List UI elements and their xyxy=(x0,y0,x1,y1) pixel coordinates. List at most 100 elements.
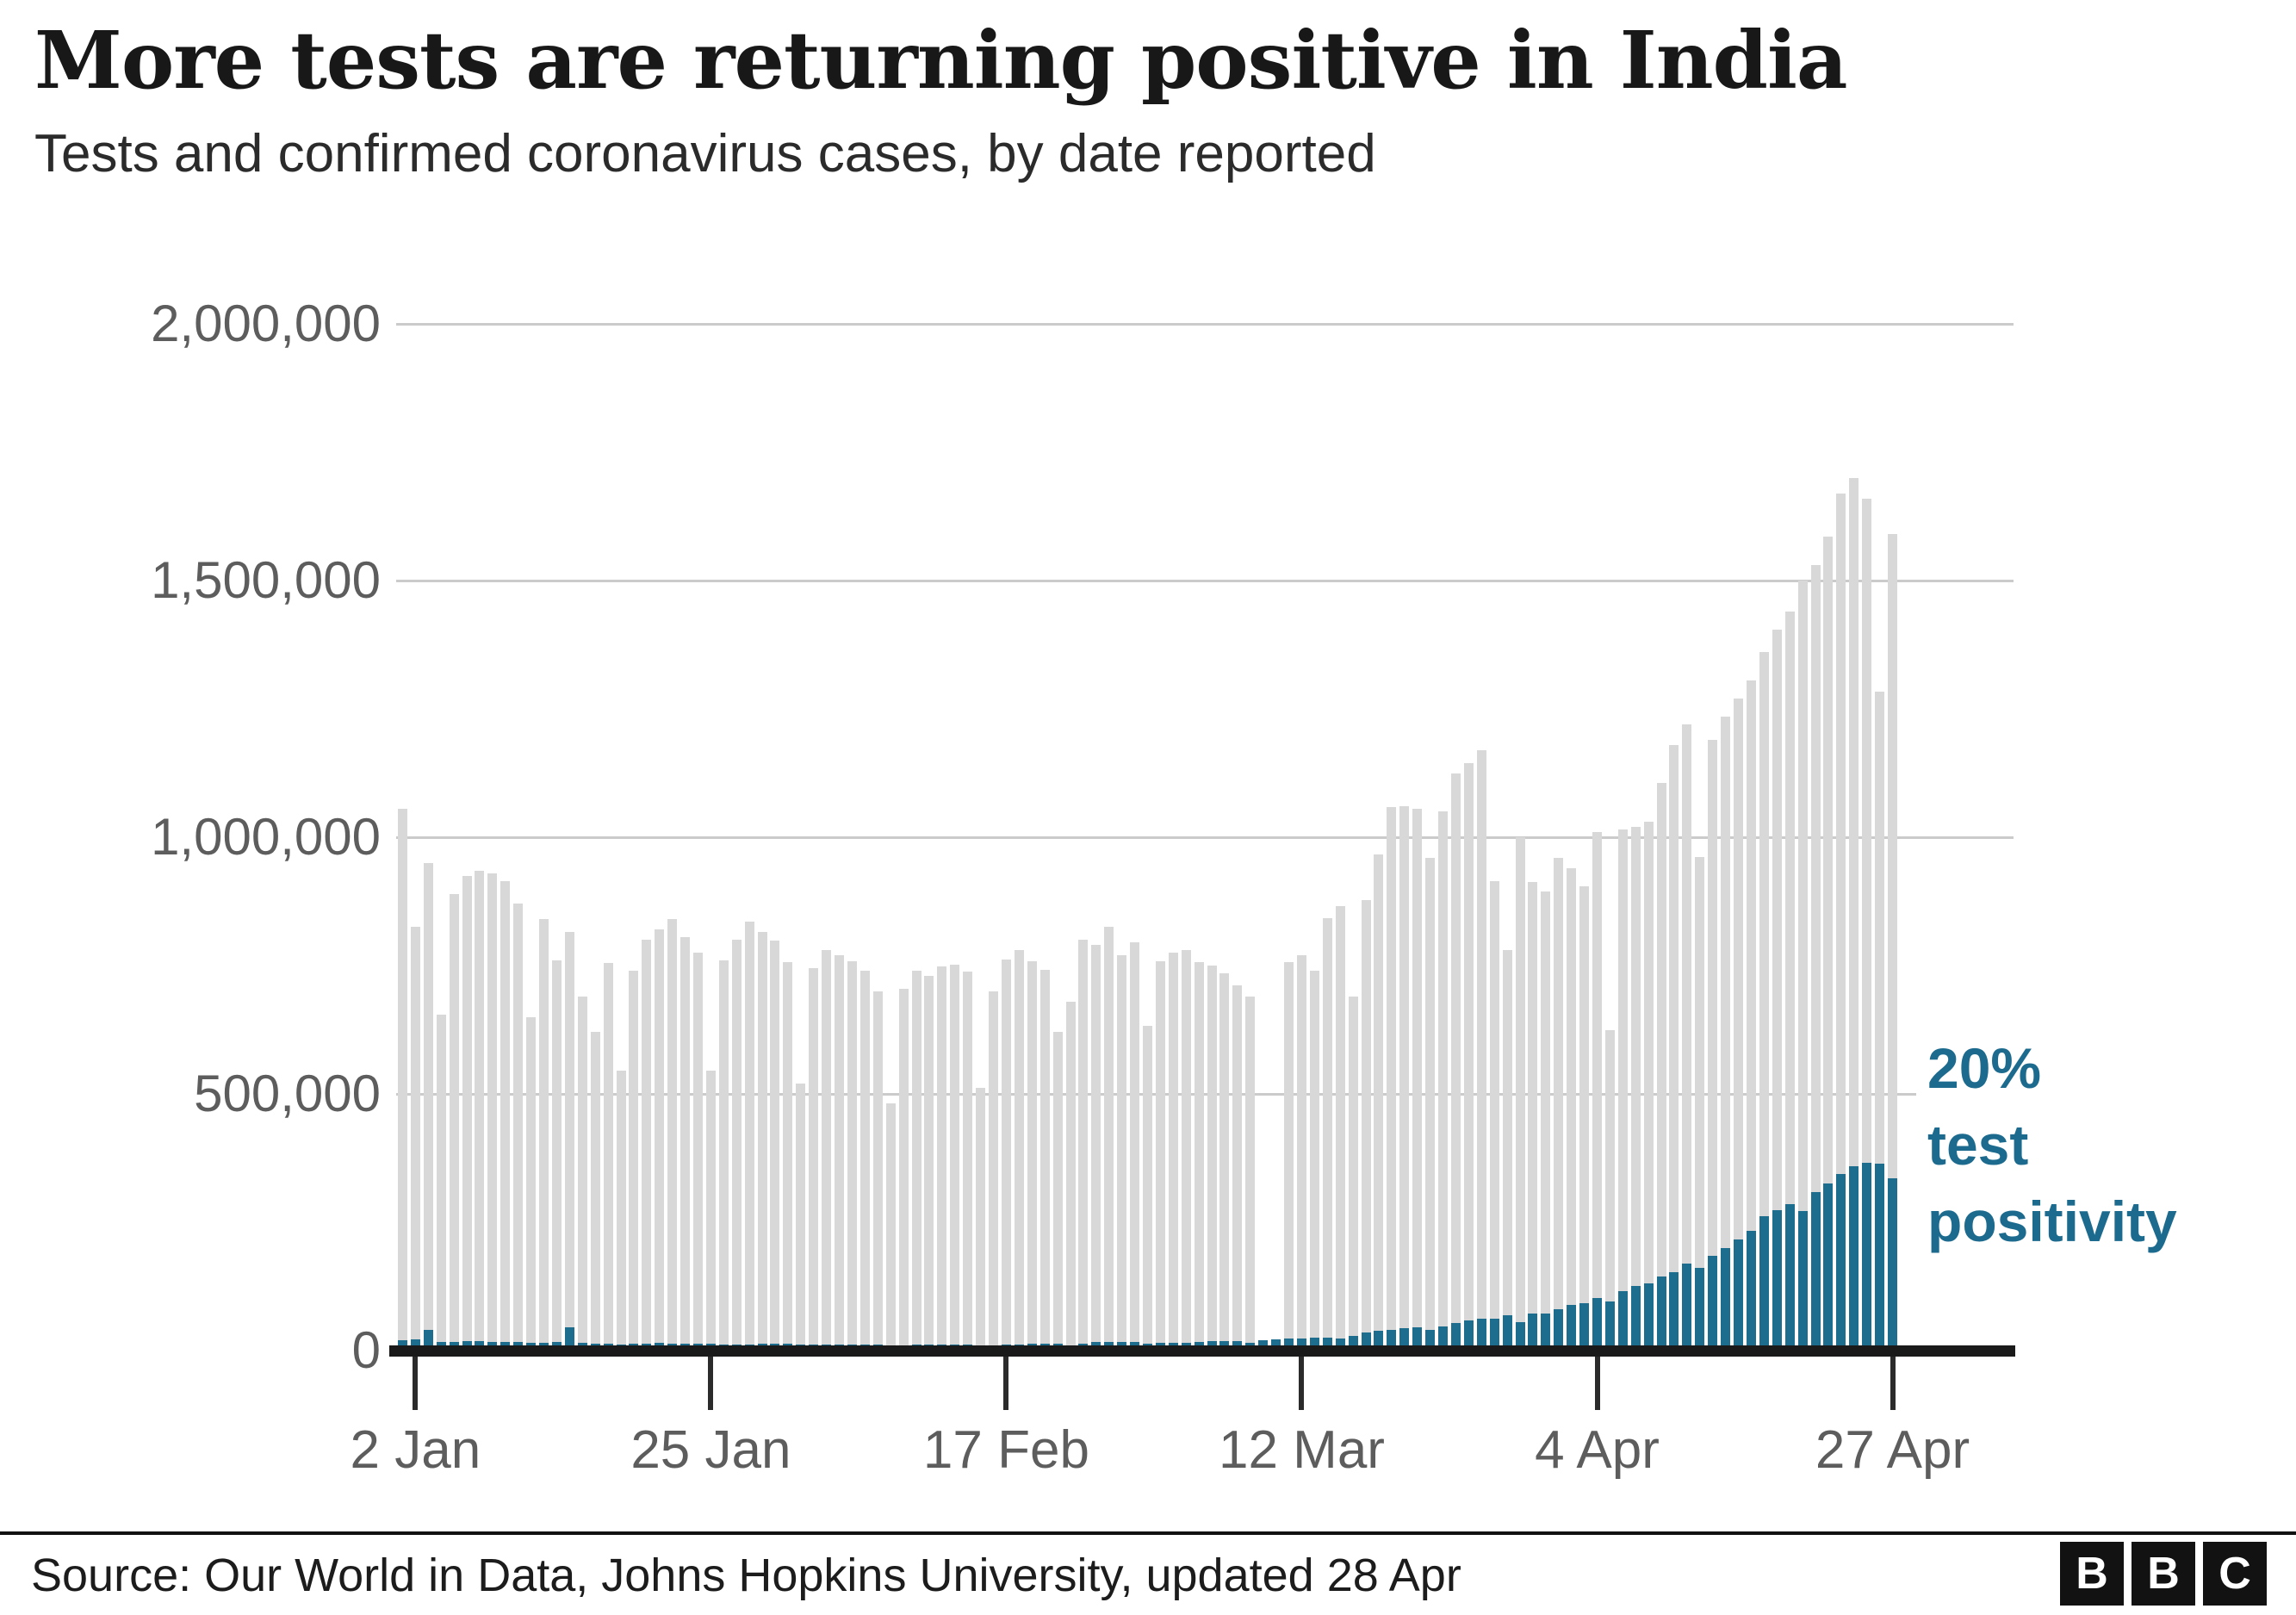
tests-bar xyxy=(885,1103,896,1351)
tests-bar xyxy=(1759,652,1769,1351)
cases-bar xyxy=(1797,1211,1808,1351)
annotation-line-1: 20% xyxy=(1927,1036,2042,1100)
cases-bar xyxy=(1361,1332,1371,1351)
tests-bar xyxy=(397,809,407,1351)
x-axis-label: 12 Mar xyxy=(1218,1420,1385,1480)
tests-bar xyxy=(667,919,678,1351)
cases-bar xyxy=(1862,1162,1872,1351)
annotation-line-3: positivity xyxy=(1927,1190,2177,1253)
cases-bar xyxy=(1721,1247,1731,1351)
bar-chart-plot-area: 0 500,000 1,000,000 1,500,000 2,000,000 2 Jan… xyxy=(151,295,2015,1480)
gridline xyxy=(396,836,2014,839)
cases-bar xyxy=(1450,1323,1461,1351)
tests-bar xyxy=(1284,961,1294,1351)
cases-bar xyxy=(1271,1339,1281,1351)
cases-bar xyxy=(1579,1302,1590,1351)
tests-bar xyxy=(1810,565,1821,1351)
tests-bar xyxy=(1463,762,1474,1351)
tests-bar xyxy=(1143,1026,1152,1351)
tests-bar xyxy=(1335,906,1345,1351)
tests-bar xyxy=(692,953,703,1351)
cases-bar xyxy=(1425,1330,1436,1351)
cases-bar xyxy=(1567,1304,1577,1351)
cases-bar xyxy=(1734,1239,1744,1351)
cases-bar xyxy=(1643,1283,1654,1351)
cases-bar xyxy=(1515,1321,1525,1351)
cases-bar xyxy=(1592,1297,1602,1351)
tests-bar xyxy=(1361,900,1371,1351)
tests-bar xyxy=(1425,857,1436,1351)
y-axis-label: 2,000,000 xyxy=(151,295,381,352)
tests-bar xyxy=(976,1087,986,1351)
tests-bar xyxy=(924,975,934,1351)
cases-bar xyxy=(1399,1328,1410,1351)
x-axis-tick xyxy=(413,1357,419,1410)
tests-bar xyxy=(1001,959,1011,1351)
tests-bar xyxy=(487,873,498,1351)
cases-bar xyxy=(1708,1255,1718,1351)
tests-bar xyxy=(629,970,639,1351)
tests-bar xyxy=(1669,744,1679,1351)
tests-bar xyxy=(551,960,562,1351)
cases-bar xyxy=(1309,1338,1319,1351)
tests-bar xyxy=(809,967,819,1351)
tests-bar xyxy=(1412,808,1423,1351)
tests-bar xyxy=(1772,629,1782,1351)
tests-bar xyxy=(872,991,883,1351)
x-axis-tick xyxy=(1890,1357,1896,1410)
tests-bar xyxy=(655,929,665,1351)
cases-bar xyxy=(1489,1319,1499,1351)
tests-bar xyxy=(1399,806,1410,1351)
tests-bar xyxy=(1682,724,1692,1351)
tests-bar xyxy=(462,875,472,1351)
x-axis-tick xyxy=(708,1357,714,1410)
annotation-line-2: test xyxy=(1927,1113,2029,1177)
tests-bar xyxy=(1888,534,1898,1351)
tests-bar xyxy=(1734,699,1744,1351)
tests-bar xyxy=(937,966,947,1351)
tests-bar xyxy=(1875,692,1885,1351)
cases-bar xyxy=(1746,1231,1756,1351)
tests-bar xyxy=(1617,829,1628,1351)
tests-bar xyxy=(705,1071,716,1351)
tests-bar xyxy=(1567,867,1577,1351)
tests-bar xyxy=(757,932,767,1351)
tests-bar xyxy=(796,1084,806,1351)
tests-bar xyxy=(1695,856,1705,1351)
tests-bar xyxy=(1849,477,1859,1351)
tests-bar xyxy=(1708,739,1718,1351)
x-axis-label: 25 Jan xyxy=(630,1420,791,1480)
tests-bar xyxy=(950,964,960,1351)
tests-bar xyxy=(475,870,485,1351)
source-text: Source: Our World in Data, Johns Hopkins… xyxy=(31,1550,1461,1601)
footer-divider xyxy=(0,1531,2296,1535)
cases-bar xyxy=(1541,1314,1551,1351)
tests-bar xyxy=(1476,749,1486,1351)
cases-bar xyxy=(1348,1336,1358,1351)
tests-bar xyxy=(1836,493,1846,1351)
cases-bar xyxy=(1387,1330,1397,1351)
tests-bar xyxy=(1515,837,1525,1351)
tests-bar xyxy=(1489,880,1499,1351)
tests-bar xyxy=(1194,961,1204,1351)
x-axis-label: 2 Jan xyxy=(350,1420,481,1480)
cases-bar xyxy=(1374,1330,1384,1351)
cases-bar xyxy=(1604,1301,1615,1351)
cases-bar xyxy=(1836,1173,1846,1351)
tests-bar xyxy=(989,991,999,1351)
tests-bar xyxy=(1027,961,1037,1351)
tests-bar xyxy=(500,880,511,1351)
page-title: More tests are returning positive in Ind… xyxy=(34,14,1848,107)
tests-bar xyxy=(847,961,857,1351)
tests-bar xyxy=(1630,827,1641,1351)
bbc-logo: B B C xyxy=(2060,1542,2267,1606)
tests-bar xyxy=(718,960,729,1351)
y-axis-label: 1,500,000 xyxy=(151,551,381,609)
cases-bar xyxy=(1438,1326,1449,1351)
bbc-logo-letter: C xyxy=(2203,1542,2267,1606)
y-axis-label: 0 xyxy=(351,1321,381,1379)
cases-bar xyxy=(1412,1326,1423,1351)
tests-bar xyxy=(539,919,549,1351)
x-axis-tick xyxy=(1299,1357,1305,1410)
